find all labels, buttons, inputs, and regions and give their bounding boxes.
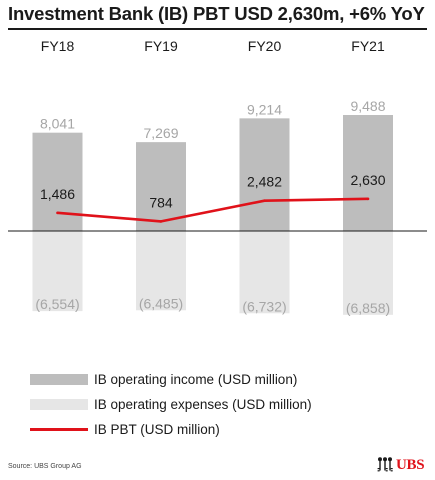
category-label-fy21: FY21 — [351, 38, 385, 54]
expense-label-fy21: (6,858) — [346, 300, 390, 316]
pbt-point-fy20 — [263, 199, 266, 202]
income-bar-fy20 — [239, 118, 290, 231]
legend-label-pbt: IB PBT (USD million) — [94, 421, 220, 437]
expense-bar-fy18 — [32, 231, 83, 312]
ubs-logo: UBS — [376, 455, 428, 475]
category-label-fy20: FY20 — [248, 38, 282, 54]
income-bar-fy21 — [343, 115, 393, 231]
pbt-label-fy20: 2,482 — [247, 174, 282, 190]
chart: FY18 FY19 FY20 FY21 8,041 (6,554) 7,269 (6,485)… — [8, 38, 427, 316]
pbt-point-fy19 — [159, 220, 163, 223]
legend-swatch-pbt — [30, 427, 88, 431]
income-bar-fy19 — [136, 142, 186, 231]
legend-swatch-operating-expenses — [30, 398, 88, 410]
income-label-fy19: 7,269 — [143, 125, 178, 141]
legend-item-pbt: IB PBT (USD million) — [30, 421, 220, 437]
expense-label-fy19: (6,485) — [139, 295, 183, 311]
expense-bar-fy21 — [343, 231, 393, 315]
income-label-fy20: 9,214 — [247, 101, 282, 117]
legend-item-operating-income: IB operating income (USD million) — [30, 371, 297, 387]
income-bar-fy18 — [32, 132, 83, 231]
logo-wordmark: UBS — [396, 456, 425, 473]
expense-bar-fy20 — [239, 231, 290, 314]
category-label-fy18: FY18 — [41, 38, 75, 54]
pbt-label-fy21: 2,630 — [350, 172, 385, 188]
chart-title: Investment Bank (IB) PBT USD 2,630m, +6%… — [8, 3, 425, 24]
pbt-line — [57, 197, 369, 223]
income-label-fy18: 8,041 — [40, 116, 75, 132]
expense-bar-fy19 — [136, 231, 186, 311]
expense-label-fy18: (6,554) — [35, 296, 79, 312]
legend-label-operating-expenses: IB operating expenses (USD million) — [94, 396, 312, 412]
title-rule — [8, 28, 427, 30]
legend-label-operating-income: IB operating income (USD million) — [94, 371, 298, 387]
legend-swatch-operating-income — [30, 373, 88, 385]
legend-item-operating-expenses: IB operating expenses (USD million) — [30, 396, 312, 412]
pbt-label-fy18: 1,486 — [40, 186, 75, 202]
ubs-keys-icon — [377, 457, 393, 472]
expense-label-fy20: (6,732) — [242, 298, 286, 314]
pbt-point-fy21 — [366, 197, 370, 201]
pbt-point-fy18 — [56, 211, 59, 215]
pbt-label-fy19: 784 — [149, 194, 173, 210]
source-note: Source: UBS Group AG — [8, 463, 82, 470]
category-label-fy19: FY19 — [144, 38, 178, 54]
income-label-fy21: 9,488 — [350, 98, 385, 114]
